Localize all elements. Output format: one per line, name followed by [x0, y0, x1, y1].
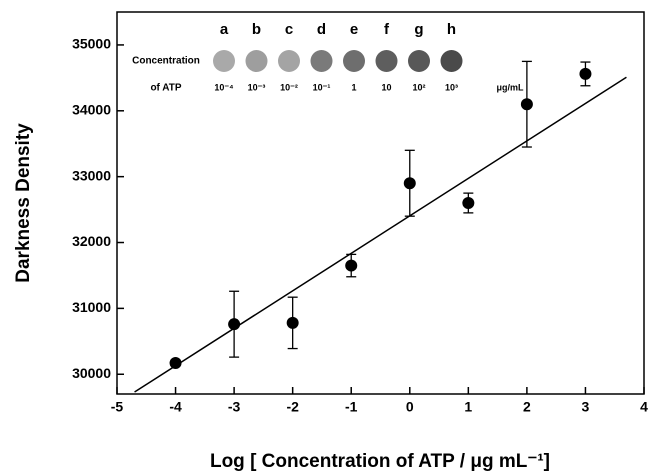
- y-tick-label: 34000: [72, 101, 111, 117]
- data-point: [228, 318, 241, 331]
- inset-dot: [278, 50, 300, 72]
- inset-letter: g: [414, 21, 423, 38]
- inset-dot: [343, 50, 365, 72]
- x-tick-label: 1: [464, 399, 472, 415]
- data-point: [579, 67, 592, 80]
- x-tick-label: -2: [286, 399, 299, 415]
- inset-letter: a: [220, 21, 229, 38]
- data-point: [345, 259, 358, 272]
- inset-dot: [408, 50, 430, 72]
- y-tick-label: 32000: [72, 233, 111, 249]
- data-point: [286, 316, 299, 329]
- inset-concentration: 10²: [412, 82, 425, 92]
- x-tick-label: -4: [169, 399, 182, 415]
- data-point: [520, 98, 533, 111]
- inset-label: of ATP: [150, 83, 181, 94]
- inset-dot: [375, 50, 398, 72]
- inset-concentration: 10⁻⁴: [214, 82, 233, 92]
- x-tick-label: -1: [345, 399, 358, 415]
- plot-frame: [116, 11, 645, 395]
- x-tick-label: -3: [228, 399, 241, 415]
- inset-letter: e: [350, 21, 358, 38]
- x-tick-label: 4: [640, 399, 648, 415]
- data-point: [462, 197, 475, 209]
- inset-letter: c: [285, 21, 293, 38]
- inset-dot: [245, 50, 268, 72]
- y-tick-label: 31000: [72, 299, 111, 315]
- x-tick-label: 3: [582, 399, 590, 415]
- inset-concentration: 10⁻¹: [313, 82, 331, 92]
- inset-letter: h: [447, 21, 456, 38]
- inset-concentration: 10⁻²: [280, 82, 298, 92]
- y-axis-label: Darkness Density: [13, 123, 34, 283]
- inset-letter: f: [384, 21, 390, 38]
- fit-line: [134, 76, 627, 393]
- inset-label: Concentration: [132, 56, 200, 67]
- x-tick-label: -5: [111, 399, 124, 415]
- inset: Concentration of ATP μg/mL a 10⁻⁴ b 10⁻³ c 10…: [132, 21, 524, 94]
- inset-concentration: 10: [381, 82, 391, 92]
- inset-letter: b: [252, 21, 261, 38]
- inset-dot: [310, 50, 333, 72]
- data-point: [403, 177, 416, 190]
- x-tick-label: 0: [406, 399, 414, 415]
- y-tick-label: 35000: [72, 36, 111, 52]
- inset-concentration: 10⁻³: [248, 82, 266, 92]
- inset-unit: μg/mL: [496, 82, 524, 92]
- x-tick-label: 2: [523, 399, 531, 415]
- y-tick-label: 30000: [72, 365, 111, 381]
- inset-concentration: 10³: [445, 82, 458, 92]
- y-tick-label: 33000: [72, 167, 111, 183]
- inset-concentration: 1: [351, 82, 356, 92]
- data-point: [169, 357, 182, 370]
- inset-letter: d: [317, 21, 326, 38]
- inset-dot: [440, 50, 463, 72]
- x-axis-label: Log [ Concentration of ATP / μg mL⁻¹]: [210, 451, 550, 472]
- inset-dot: [213, 50, 235, 72]
